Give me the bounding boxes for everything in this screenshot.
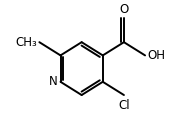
Text: Cl: Cl: [118, 99, 130, 112]
Text: N: N: [48, 75, 57, 88]
Text: OH: OH: [148, 49, 166, 62]
Text: O: O: [119, 3, 129, 16]
Text: CH₃: CH₃: [15, 36, 37, 49]
